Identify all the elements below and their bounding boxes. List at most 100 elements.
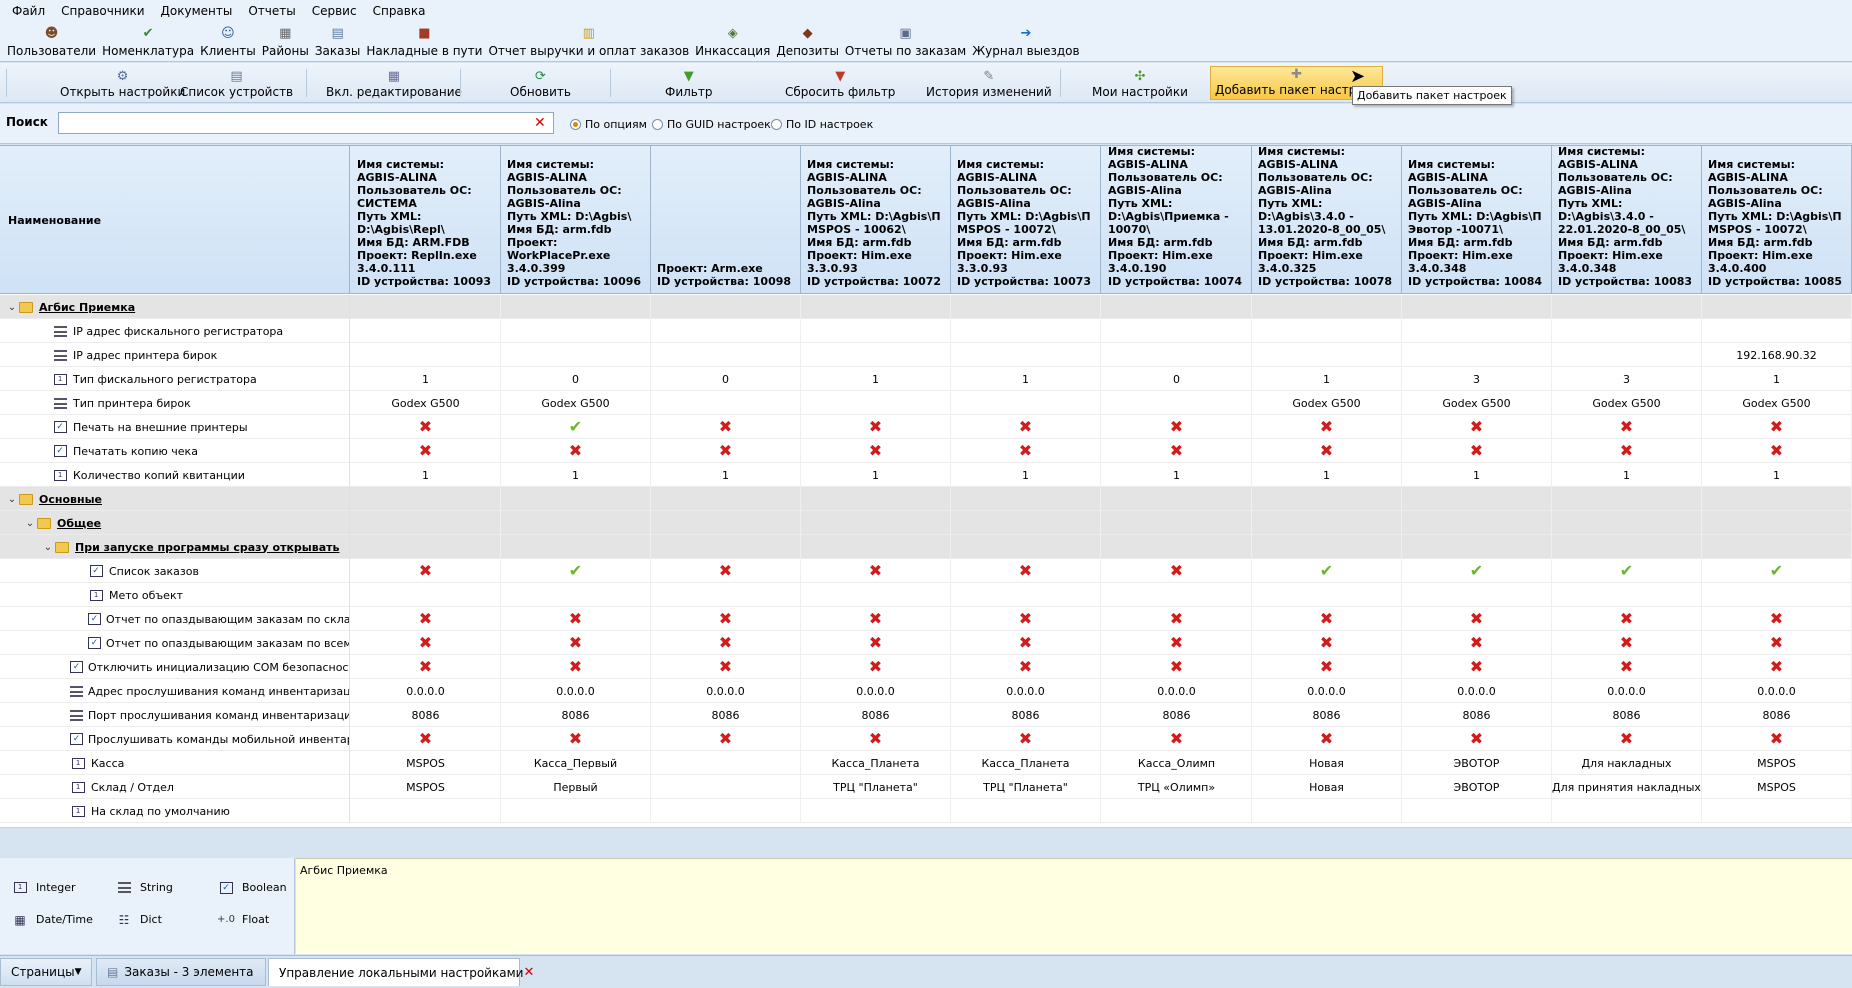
- value-cell[interactable]: 0.0.0.0: [801, 679, 951, 703]
- setting-row[interactable]: Порт прослушивания команд инвентаризации…: [0, 703, 1852, 727]
- value-cell[interactable]: [651, 319, 801, 343]
- value-cell[interactable]: [1702, 319, 1852, 343]
- refresh-button[interactable]: ⟳ Обновить: [510, 69, 571, 99]
- boolean-value-cell[interactable]: ✖: [1552, 655, 1702, 679]
- boolean-value-cell[interactable]: ✖: [1102, 607, 1252, 631]
- boolean-value-cell[interactable]: ✖: [1552, 439, 1702, 463]
- boolean-value-cell[interactable]: ✖: [651, 415, 801, 439]
- boolean-value-cell[interactable]: ✖: [501, 631, 651, 655]
- boolean-value-cell[interactable]: ✖: [1252, 727, 1402, 751]
- add-package-button[interactable]: ✚ Добавить пакет настроек: [1210, 66, 1384, 100]
- boolean-value-cell[interactable]: ✖: [1552, 607, 1702, 631]
- menu-service[interactable]: Сервис: [311, 4, 357, 18]
- boolean-value-cell[interactable]: ✖: [651, 655, 801, 679]
- value-cell[interactable]: ТРЦ "Планета": [801, 775, 951, 799]
- value-cell[interactable]: [801, 799, 951, 823]
- boolean-value-cell[interactable]: ✖: [651, 439, 801, 463]
- setting-row[interactable]: Адрес прослушивания команд инвентаризаци…: [0, 679, 1852, 703]
- search-mode-guid[interactable]: По GUID настроек: [652, 118, 771, 131]
- boolean-value-cell[interactable]: ✔: [501, 415, 651, 439]
- value-cell[interactable]: MSPOS: [1702, 775, 1852, 799]
- boolean-value-cell[interactable]: ✖: [1252, 607, 1402, 631]
- device-column-header[interactable]: Имя системы: AGBIS-ALINA Пользователь ОС…: [1702, 146, 1852, 294]
- collapse-chevron-icon[interactable]: ⌄: [7, 493, 17, 505]
- value-cell[interactable]: [501, 583, 651, 607]
- boolean-value-cell[interactable]: ✖: [1702, 727, 1852, 751]
- boolean-value-cell[interactable]: ✖: [801, 727, 951, 751]
- filter-button[interactable]: ▼ Фильтр: [665, 69, 713, 99]
- value-cell[interactable]: 1: [1252, 463, 1402, 487]
- value-cell[interactable]: [1552, 583, 1702, 607]
- value-cell[interactable]: Первый: [501, 775, 651, 799]
- device-column-header[interactable]: Имя системы: AGBIS-ALINA Пользователь ОС…: [351, 146, 501, 294]
- setting-row[interactable]: 1 Тип фискального регистратора 1 0 0 1 1 0 1 3 3 1: [0, 367, 1852, 391]
- boolean-value-cell[interactable]: ✖: [801, 559, 951, 583]
- value-cell[interactable]: 1: [1252, 367, 1402, 391]
- quick-trips-log-button[interactable]: ➔ Журнал выездов: [972, 26, 1080, 58]
- value-cell[interactable]: Godex G500: [1402, 391, 1552, 415]
- boolean-value-cell[interactable]: ✖: [1402, 439, 1552, 463]
- value-cell[interactable]: [1402, 319, 1552, 343]
- value-cell[interactable]: [951, 799, 1101, 823]
- boolean-value-cell[interactable]: ✖: [651, 631, 801, 655]
- value-cell[interactable]: 8086: [1252, 703, 1402, 727]
- value-cell[interactable]: 1: [651, 463, 801, 487]
- menu-documents[interactable]: Документы: [160, 4, 233, 18]
- value-cell[interactable]: [501, 799, 651, 823]
- value-cell[interactable]: [1552, 319, 1702, 343]
- boolean-value-cell[interactable]: ✖: [501, 727, 651, 751]
- boolean-value-cell[interactable]: ✖: [351, 559, 501, 583]
- boolean-value-cell[interactable]: ✖: [801, 631, 951, 655]
- quick-waybills-button[interactable]: ■ Накладные в пути: [366, 26, 483, 58]
- value-cell[interactable]: [651, 391, 801, 415]
- quick-order-reports-button[interactable]: ▣ Отчеты по заказам: [844, 26, 967, 58]
- quick-deposits-button[interactable]: ◆ Депозиты: [776, 26, 839, 58]
- clear-search-icon[interactable]: ✕: [534, 115, 546, 131]
- boolean-value-cell[interactable]: ✖: [1402, 655, 1552, 679]
- boolean-value-cell[interactable]: ✖: [1702, 439, 1852, 463]
- value-cell[interactable]: 1: [1702, 463, 1852, 487]
- value-cell[interactable]: 8086: [801, 703, 951, 727]
- value-cell[interactable]: 0.0.0.0: [1402, 679, 1552, 703]
- edit-mode-button[interactable]: ▦ Вкл. редактирование: [326, 69, 462, 99]
- value-cell[interactable]: 0.0.0.0: [1102, 679, 1252, 703]
- setting-row[interactable]: 1 Касса MSPOS Касса_Первый Касса_Планета Касс…: [0, 751, 1852, 775]
- group-row[interactable]: ⌄ Основные: [0, 487, 1852, 511]
- value-cell[interactable]: 192.168.90.32: [1702, 343, 1852, 367]
- boolean-value-cell[interactable]: ✖: [951, 727, 1101, 751]
- value-cell[interactable]: 8086: [1552, 703, 1702, 727]
- value-cell[interactable]: Новая: [1252, 775, 1402, 799]
- tab-local-settings[interactable]: Управление локальными настройками ✕: [268, 958, 534, 986]
- boolean-value-cell[interactable]: ✔: [1552, 559, 1702, 583]
- setting-row[interactable]: 1 Количество копий квитанции 1 1 1 1 1 1 1 1 1 1: [0, 463, 1852, 487]
- boolean-value-cell[interactable]: ✖: [801, 439, 951, 463]
- setting-row[interactable]: ✓ Отключить инициализацию COM безопасност…: [0, 655, 1852, 679]
- menu-references[interactable]: Справочники: [61, 4, 145, 18]
- boolean-value-cell[interactable]: ✖: [951, 559, 1101, 583]
- boolean-value-cell[interactable]: ✖: [351, 439, 501, 463]
- value-cell[interactable]: [1402, 799, 1552, 823]
- menu-file[interactable]: Файл: [12, 4, 46, 18]
- search-mode-id[interactable]: По ID настроек: [771, 118, 873, 131]
- boolean-value-cell[interactable]: ✖: [1552, 415, 1702, 439]
- value-cell[interactable]: [351, 319, 501, 343]
- value-cell[interactable]: 0: [651, 367, 801, 391]
- quick-revenue-report-button[interactable]: ▥ Отчет выручки и оплат заказов: [488, 26, 690, 58]
- setting-row[interactable]: 1 Мето объект: [0, 583, 1852, 607]
- value-cell[interactable]: 1: [801, 463, 951, 487]
- value-cell[interactable]: 1: [1552, 463, 1702, 487]
- horizontal-scrollbar[interactable]: ◄: [0, 827, 1852, 828]
- boolean-value-cell[interactable]: ✖: [351, 631, 501, 655]
- value-cell[interactable]: 1: [351, 367, 501, 391]
- value-cell[interactable]: Для принятия накладных: [1552, 775, 1702, 799]
- value-cell[interactable]: [801, 583, 951, 607]
- boolean-value-cell[interactable]: ✖: [351, 607, 501, 631]
- value-cell[interactable]: [1402, 583, 1552, 607]
- value-cell[interactable]: Новая: [1252, 751, 1402, 775]
- boolean-value-cell[interactable]: ✖: [1402, 631, 1552, 655]
- value-cell[interactable]: [1102, 391, 1252, 415]
- boolean-value-cell[interactable]: ✔: [1702, 559, 1852, 583]
- value-cell[interactable]: 8086: [1702, 703, 1852, 727]
- value-cell[interactable]: 8086: [651, 703, 801, 727]
- value-cell[interactable]: [1252, 343, 1402, 367]
